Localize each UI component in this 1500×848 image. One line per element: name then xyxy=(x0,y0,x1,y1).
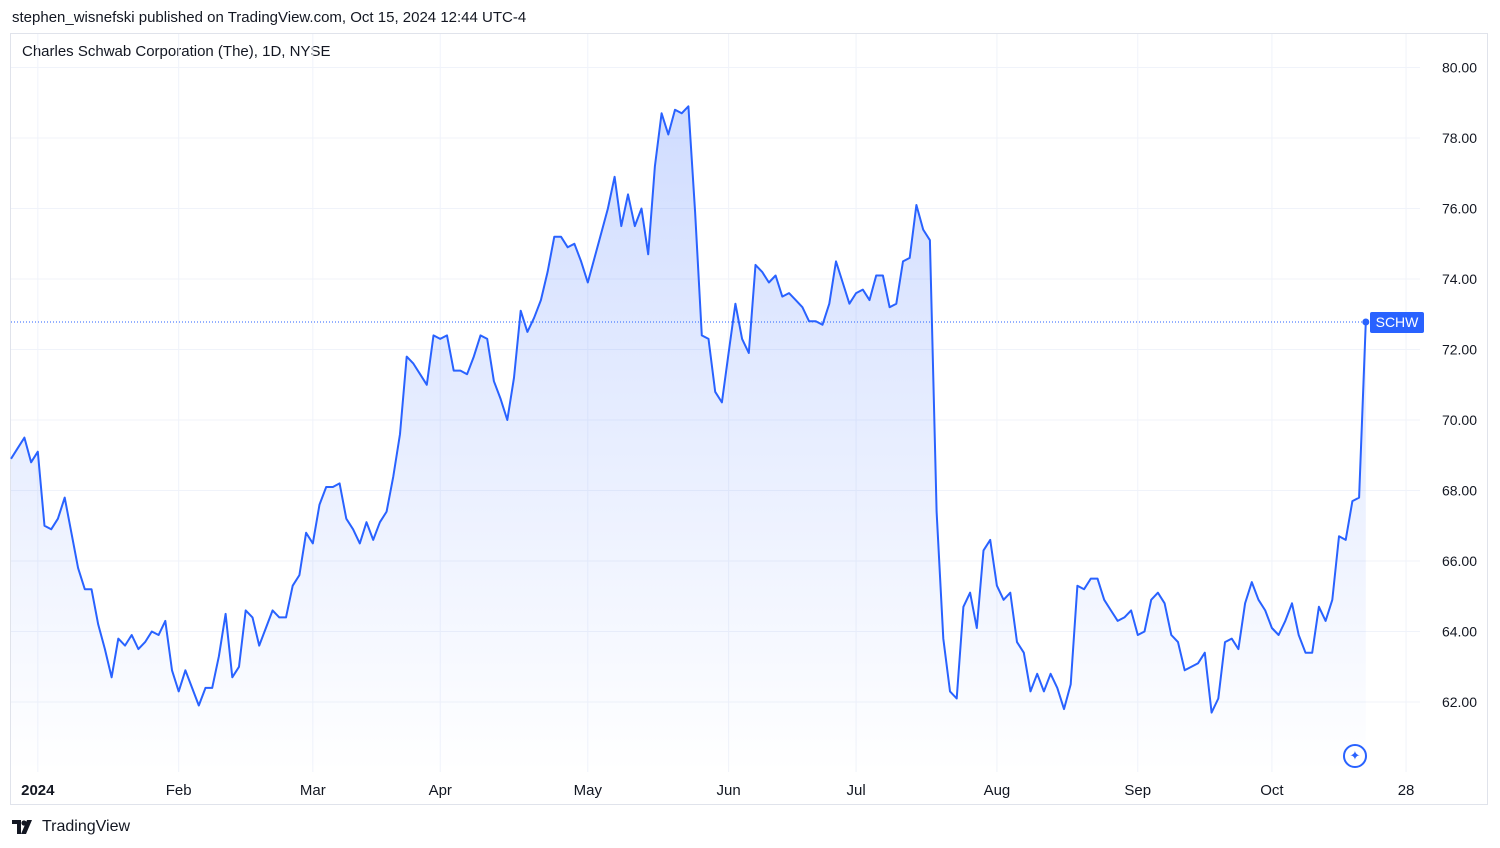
symbol-tag-label: SCHW xyxy=(1376,314,1420,330)
tradingview-logo-icon xyxy=(12,820,32,834)
y-tick-label: 64.00 xyxy=(1442,624,1477,640)
chart-title: Charles Schwab Corporation (The), 1D, NY… xyxy=(22,43,331,60)
chart-frame xyxy=(10,33,1488,805)
x-tick-label: Jul xyxy=(846,782,865,799)
y-tick-label: 62.00 xyxy=(1442,694,1477,710)
x-tick-label: Aug xyxy=(984,782,1011,799)
footer-brand: TradingView xyxy=(42,818,131,835)
x-tick-label: May xyxy=(574,782,603,799)
published-caption: stephen_wisnefski published on TradingVi… xyxy=(12,9,527,26)
y-tick-label: 66.00 xyxy=(1442,553,1477,569)
price-line xyxy=(10,105,1367,714)
x-tick-label: Apr xyxy=(429,782,452,799)
sparkle-icon-button[interactable]: ✦ xyxy=(1343,744,1367,768)
y-tick-label: 68.00 xyxy=(1442,483,1477,499)
x-tick-label: Oct xyxy=(1260,782,1284,799)
x-axis: 2024 Feb Mar Apr May Jun Jul Aug Sep Oct 28 xyxy=(21,782,1414,799)
y-tick-label: 74.00 xyxy=(1442,271,1477,287)
symbol-tag: SCHW xyxy=(1370,312,1424,334)
x-tick-label: Feb xyxy=(166,782,192,799)
y-tick-label: 70.00 xyxy=(1442,412,1477,428)
y-tick-label: 78.00 xyxy=(1442,130,1477,146)
footer-logo[interactable]: TradingView xyxy=(12,818,130,836)
x-tick-label: Jun xyxy=(717,782,741,799)
y-tick-label: 72.00 xyxy=(1442,342,1477,358)
y-tick-label: 76.00 xyxy=(1442,201,1477,217)
y-axis: 80.00 78.00 76.00 74.00 72.00 70.00 68.00 66.00… xyxy=(1442,60,1477,711)
x-tick-label: 2024 xyxy=(21,782,55,799)
price-area-fill xyxy=(11,106,1366,773)
last-price-point xyxy=(1362,318,1370,326)
y-tick-label: 80.00 xyxy=(1442,60,1477,76)
x-tick-label: Sep xyxy=(1124,782,1151,799)
x-tick-label: 28 xyxy=(1398,782,1415,799)
x-tick-label: Mar xyxy=(300,782,326,799)
